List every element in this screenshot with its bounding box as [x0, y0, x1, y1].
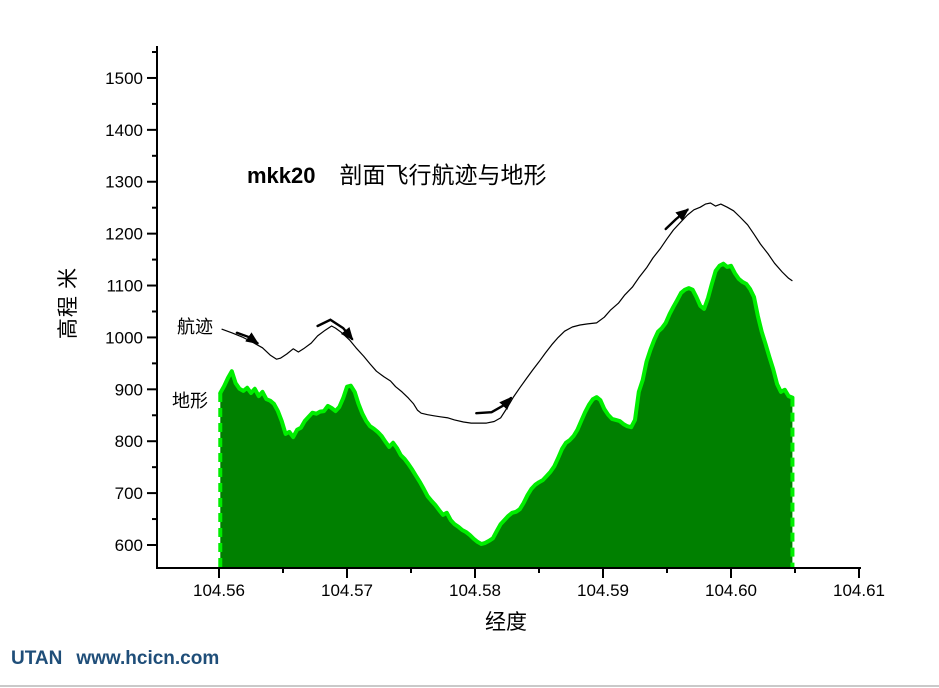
footer-site: www.hcicn.com	[76, 648, 220, 669]
track-arrow	[475, 396, 513, 415]
x-tick-label: 104.58	[449, 581, 501, 600]
y-axis-title: 高程 米	[56, 266, 80, 340]
chart-title-prefix: mkk20	[247, 163, 316, 188]
y-tick-label: 1500	[105, 69, 143, 88]
terrain-outline	[218, 261, 795, 546]
x-tick-label: 104.60	[705, 581, 757, 600]
x-tick-label: 104.56	[193, 581, 245, 600]
axes	[147, 46, 861, 578]
direction-arrows	[235, 208, 690, 415]
y-tick-label: 600	[115, 536, 143, 555]
y-tick-label: 900	[115, 380, 143, 399]
y-tick-label: 1300	[105, 173, 143, 192]
footer-brand: UTAN	[11, 648, 63, 669]
slide-bottom-rule	[0, 685, 939, 687]
x-tick-label: 104.61	[833, 581, 885, 600]
track-arrow	[316, 318, 354, 341]
terrain-series	[218, 261, 795, 567]
y-tick-label: 1200	[105, 225, 143, 244]
y-tick-label: 1100	[106, 277, 143, 296]
chart-title: mkk20 剖面飞行航迹与地形	[247, 156, 547, 190]
footer-watermark: UTAN www.hcicn.com	[11, 648, 219, 670]
y-tick-label: 800	[115, 432, 143, 451]
y-tick-label: 1000	[105, 328, 143, 347]
y-tick-label: 700	[115, 484, 143, 503]
track-label: 航迹	[177, 317, 213, 337]
x-tick-label: 104.59	[577, 581, 629, 600]
tick-labels: 600 700 800 900 1000 1100 1200 1300 1400 1500 104.…	[105, 69, 885, 600]
track-arrow	[664, 208, 690, 231]
chart-title-text: 剖面飞行航迹与地形	[339, 163, 547, 188]
x-tick-label: 104.57	[321, 581, 373, 600]
terrain-label: 地形	[172, 391, 208, 411]
x-axis-title: 经度	[485, 610, 527, 634]
terrain-area	[220, 263, 793, 567]
track-arrow	[235, 331, 260, 345]
y-tick-label: 1400	[105, 121, 143, 140]
